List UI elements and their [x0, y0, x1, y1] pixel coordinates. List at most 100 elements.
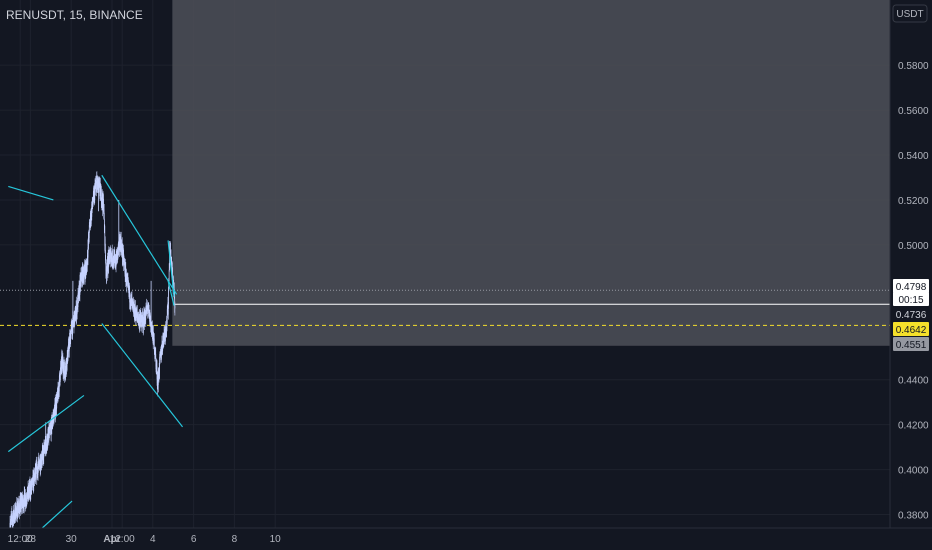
- chart-title: RENUSDT, 15, BINANCE: [6, 8, 143, 22]
- candle-body: [122, 248, 124, 260]
- candle-body: [43, 447, 45, 458]
- candle-body: [96, 176, 98, 182]
- candle-body: [80, 278, 81, 287]
- trend-line[interactable]: [7, 394, 85, 453]
- candle-body: [20, 498, 21, 509]
- currency-label: USDT: [896, 9, 923, 20]
- price-tag-bg: [893, 322, 929, 336]
- candle-body: [53, 409, 55, 423]
- candle-body: [105, 258, 106, 264]
- candle-body: [12, 516, 14, 525]
- price-tag-bg: [893, 307, 929, 321]
- x-tick-label: 4: [150, 534, 156, 545]
- candle-body: [24, 497, 26, 507]
- candle-body: [75, 318, 76, 321]
- candle-body: [47, 434, 49, 445]
- x-tick-label: 30: [66, 534, 78, 545]
- y-tick-labels: 0.5800 0.5600 0.5400 0.5200 0.5000 0.4400 0.42…: [898, 61, 929, 521]
- candle-body: [170, 242, 171, 254]
- candle-body: [95, 184, 96, 188]
- trend-line[interactable]: [167, 240, 175, 297]
- trend-line[interactable]: [101, 174, 178, 295]
- candle-body: [68, 343, 69, 352]
- candle-body: [145, 313, 147, 320]
- candle-body: [72, 317, 74, 334]
- candle-body: [135, 316, 137, 321]
- candle-body: [67, 353, 69, 360]
- time-axis-bg[interactable]: [0, 528, 932, 550]
- candle-body: [126, 273, 127, 286]
- y-tick-label: 0.5800: [898, 61, 929, 72]
- candle-body: [110, 253, 112, 260]
- candle-body: [112, 250, 113, 263]
- candle-body: [135, 306, 136, 315]
- candle-body: [27, 486, 28, 498]
- candle-body: [64, 365, 66, 371]
- candle-body: [37, 467, 39, 476]
- trend-line[interactable]: [167, 280, 175, 306]
- y-tick-label: 0.5200: [898, 196, 929, 207]
- candles[interactable]: [9, 171, 176, 536]
- candle-body: [10, 516, 12, 522]
- y-tick-label: 0.4400: [898, 376, 929, 387]
- candle-body: [94, 190, 96, 201]
- candle-body: [57, 385, 59, 401]
- candle-body: [77, 293, 79, 307]
- candle-body: [24, 492, 26, 498]
- candle-body: [16, 503, 18, 518]
- candle-body: [21, 502, 23, 508]
- currency-button[interactable]: USDT: [892, 4, 928, 23]
- candle-body: [109, 252, 111, 259]
- candle-body: [18, 501, 20, 507]
- candle-body: [104, 218, 105, 230]
- candle-body: [56, 399, 58, 408]
- price-axis-bg[interactable]: [890, 0, 932, 550]
- trend-line[interactable]: [39, 500, 73, 531]
- candle-body: [79, 279, 81, 295]
- candle-body: [136, 312, 138, 316]
- candle-body: [108, 257, 109, 260]
- candle-body: [104, 226, 106, 246]
- candle-body: [108, 251, 110, 257]
- candle-body: [42, 448, 44, 460]
- price-tag-bg: [893, 292, 929, 306]
- candle-body: [86, 264, 88, 273]
- trend-line[interactable]: [101, 323, 184, 428]
- candle-body: [108, 252, 110, 266]
- candle-body: [91, 208, 93, 217]
- candle-body: [38, 460, 40, 464]
- y-tick-label: 0.4000: [898, 466, 929, 477]
- candle-body: [35, 467, 37, 474]
- candle-body: [46, 444, 48, 449]
- price-tag-gray: 0.4551: [896, 340, 927, 351]
- candle-body: [167, 303, 169, 315]
- candle-body: [131, 298, 133, 303]
- candle-body: [59, 374, 61, 379]
- candle-body: [54, 405, 56, 410]
- candle-body: [101, 189, 102, 204]
- price-tag-yellow: 0.4642: [896, 325, 927, 336]
- candle-body: [80, 273, 82, 280]
- trend-line[interactable]: [8, 185, 54, 201]
- candle-body: [159, 352, 161, 358]
- candle-body: [109, 258, 111, 262]
- candle-body: [17, 508, 19, 511]
- y-tick-label: 0.5600: [898, 106, 929, 117]
- trend-lines[interactable]: [7, 174, 184, 531]
- candle-body: [100, 191, 102, 198]
- candle-body: [51, 425, 53, 430]
- candle-body: [153, 338, 155, 352]
- x-tick-label: 6: [191, 534, 197, 545]
- candle-body: [23, 493, 25, 508]
- x-tick-label: 10: [270, 534, 282, 545]
- candle-body: [132, 301, 134, 305]
- candle-body: [165, 330, 167, 334]
- candle-body: [68, 341, 70, 352]
- target-zone-rect[interactable]: [172, 0, 891, 346]
- candle-body: [152, 327, 154, 334]
- candle-body: [125, 268, 127, 282]
- price-tag-bg: [893, 337, 929, 351]
- candle-body: [119, 237, 121, 251]
